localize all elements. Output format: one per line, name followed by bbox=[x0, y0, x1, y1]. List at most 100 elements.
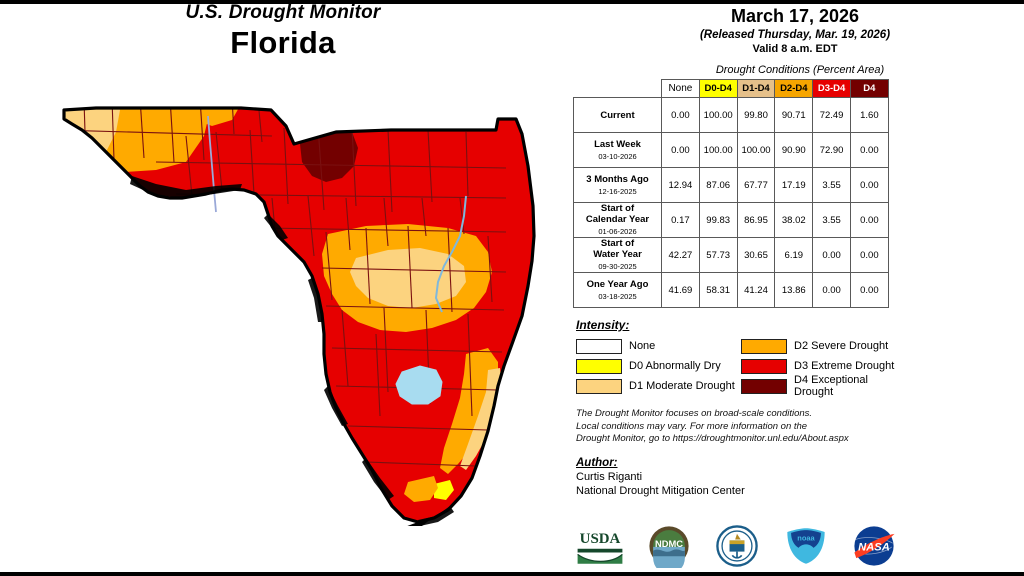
footnote-line-2: Local conditions may vary. For more info… bbox=[576, 420, 808, 432]
letterbox-top bbox=[0, 0, 1024, 4]
table-cell: 6.19 bbox=[774, 237, 814, 273]
row-label-date: 12-16-2025 bbox=[598, 186, 637, 196]
valid-time: Valid 8 a.m. EDT bbox=[752, 43, 838, 55]
table-cell: 41.69 bbox=[661, 272, 700, 308]
table-cell: 42.27 bbox=[661, 237, 700, 273]
legend-label-d3: D3 Extreme Drought bbox=[794, 360, 895, 372]
table-cell: 0.00 bbox=[849, 167, 889, 203]
table-row: Start of Water Year 09-30-2025 42.27 57.73 30… bbox=[573, 237, 889, 273]
table-cell: 99.80 bbox=[736, 97, 776, 133]
row-label: Start of Calendar Year 01-06-2026 bbox=[573, 202, 662, 238]
table-cell: 0.00 bbox=[849, 132, 889, 168]
legend-column-right: D2 Severe Drought D3 Extreme Drought D4 … bbox=[741, 336, 906, 398]
legend-item-d2: D2 Severe Drought bbox=[741, 336, 906, 356]
author-block: Author: Curtis Riganti National Drought … bbox=[576, 457, 1024, 497]
table-cell: 67.77 bbox=[736, 167, 776, 203]
column-header-d2-d4: D2-D4 bbox=[774, 79, 814, 98]
row-label: One Year Ago 03-18-2025 bbox=[573, 272, 662, 308]
swatch-d0 bbox=[576, 358, 622, 374]
table-cell: 30.65 bbox=[736, 237, 776, 273]
table-cell: 0.00 bbox=[812, 272, 851, 308]
table-cell: 72.90 bbox=[812, 132, 851, 168]
table-cell: 100.00 bbox=[698, 97, 738, 133]
table-cell: 0.00 bbox=[849, 202, 889, 238]
table-row: One Year Ago 03-18-2025 41.69 58.31 41.24 13.… bbox=[573, 272, 889, 308]
region-d1-southeast-coast bbox=[460, 368, 502, 470]
table-cell: 1.60 bbox=[849, 97, 889, 133]
table-cell: 0.17 bbox=[661, 202, 700, 238]
date-block: March 17, 2026 (Released Thursday, Mar. … bbox=[566, 0, 1024, 55]
legend-label-none: None bbox=[629, 340, 656, 352]
table-cell: 86.95 bbox=[736, 202, 776, 238]
table-cell: 41.24 bbox=[736, 272, 776, 308]
row-label-date: 03-18-2025 bbox=[598, 291, 637, 301]
table-cell: 3.55 bbox=[812, 167, 851, 203]
swatch-none bbox=[576, 338, 622, 354]
table-header-row: None D0-D4 D1-D4 D2-D4 D3-D4 D4 bbox=[574, 79, 889, 98]
st-johns-river bbox=[434, 195, 467, 313]
title-block: U.S. Drought Monitor Florida bbox=[0, 2, 566, 61]
table-row: 3 Months Ago 12-16-2025 12.94 87.06 67.77 17.… bbox=[573, 167, 889, 203]
region-d2-panhandle-east bbox=[186, 108, 241, 126]
table-cell: 72.49 bbox=[812, 97, 851, 133]
legend-title: Intensity: bbox=[576, 318, 630, 332]
column-header-d0-d4: D0-D4 bbox=[698, 79, 738, 98]
florida-keys bbox=[407, 518, 432, 526]
legend-item-none: None bbox=[576, 336, 741, 356]
page-title: U.S. Drought Monitor bbox=[185, 2, 381, 23]
row-label: Last Week 03-10-2026 bbox=[573, 132, 662, 168]
svg-text:NDMC: NDMC bbox=[655, 539, 683, 549]
row-label-date: 03-10-2026 bbox=[598, 151, 637, 161]
table-cell: 0.00 bbox=[812, 237, 851, 273]
legend-item-d3: D3 Extreme Drought bbox=[741, 356, 906, 376]
swatch-d3 bbox=[741, 358, 787, 374]
ndmc-logo: NDMC bbox=[648, 526, 689, 568]
swatch-d1 bbox=[576, 378, 622, 394]
region-d2-southeast-coast bbox=[440, 348, 498, 474]
table-cell: 13.86 bbox=[774, 272, 814, 308]
svg-text:NASA: NASA bbox=[858, 542, 890, 554]
valid-date: March 17, 2026 bbox=[730, 6, 860, 26]
author-organization: National Drought Mitigation Center bbox=[576, 484, 745, 497]
legend-item-d0: D0 Abnormally Dry bbox=[576, 356, 741, 376]
noaa-logo: noaa bbox=[786, 528, 825, 564]
table-cell: 57.73 bbox=[698, 237, 738, 273]
author-title: Author: bbox=[576, 456, 618, 469]
map-panel: U.S. Drought Monitor Florida bbox=[0, 2, 566, 526]
florida-drought-map bbox=[62, 106, 536, 526]
nasa-logo: NASA bbox=[854, 526, 895, 566]
footnote-line-3[interactable]: Drought Monitor, go to https://droughtmo… bbox=[576, 433, 849, 444]
county-boundaries bbox=[64, 108, 507, 467]
florida-outline bbox=[62, 106, 536, 524]
table-cell: 3.55 bbox=[812, 202, 851, 238]
table-cell: 87.06 bbox=[698, 167, 738, 203]
column-header-d4: D4 bbox=[849, 79, 889, 98]
table-body: Current 0.00 100.00 99.80 90.71 72.49 1.60 Last… bbox=[573, 97, 889, 308]
swatch-d4 bbox=[741, 378, 787, 394]
table-caption: Drought Conditions (Percent Area) bbox=[715, 64, 885, 76]
legend-label-d0: D0 Abnormally Dry bbox=[629, 360, 721, 372]
row-label-date: 09-30-2025 bbox=[598, 262, 637, 271]
column-header-d1-d4: D1-D4 bbox=[736, 79, 776, 98]
author-name: Curtis Riganti bbox=[576, 470, 643, 483]
svg-text:USDA: USDA bbox=[580, 531, 621, 547]
legend-column-left: None D0 Abnormally Dry D1 Moderate Droug… bbox=[576, 336, 741, 396]
legend-item-d4: D4 Exceptional Drought bbox=[741, 374, 906, 398]
table-cell: 0.00 bbox=[849, 237, 889, 273]
region-d2-miami bbox=[404, 476, 438, 502]
legend-item-d1: D1 Moderate Drought bbox=[576, 376, 741, 396]
usdc-seal-logo bbox=[716, 525, 758, 567]
table-cell: 0.00 bbox=[661, 97, 700, 133]
table-cell: 58.31 bbox=[698, 272, 738, 308]
table-cell: 90.90 bbox=[774, 132, 814, 168]
drought-conditions-table: None D0-D4 D1-D4 D2-D4 D3-D4 D4 Current 0… bbox=[573, 79, 889, 308]
column-header-none: None bbox=[661, 79, 700, 98]
svg-text:noaa: noaa bbox=[797, 533, 815, 542]
table-cell: 100.00 bbox=[736, 132, 776, 168]
table-corner-cell bbox=[574, 80, 662, 98]
table-cell: 90.71 bbox=[774, 97, 814, 133]
table-row: Last Week 03-10-2026 0.00 100.00 100.00 90.90… bbox=[573, 132, 889, 168]
table-cell: 100.00 bbox=[698, 132, 738, 168]
footnote: The Drought Monitor focuses on broad-sca… bbox=[576, 408, 906, 446]
drought-fill-layer bbox=[64, 108, 534, 522]
